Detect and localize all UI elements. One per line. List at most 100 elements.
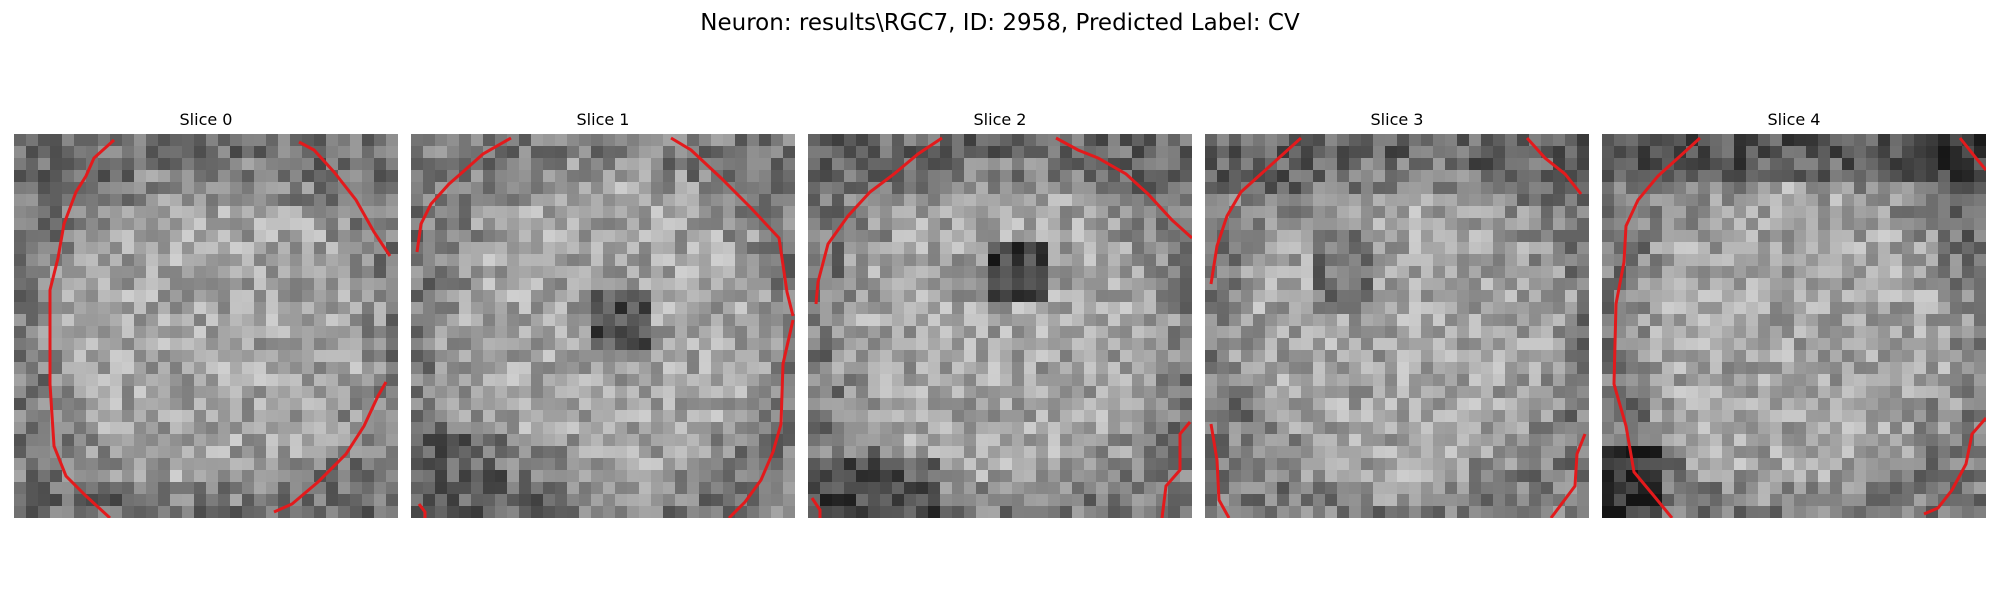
pixel-cell [302,482,314,494]
pixel-cell [1036,506,1048,518]
pixel-cell [495,158,507,170]
pixel-cell [1517,158,1529,170]
pixel-cell [567,182,579,194]
pixel-cell [1541,434,1553,446]
pixel-cell [98,350,110,362]
pixel-cell [783,218,795,230]
pixel-cell [1409,386,1421,398]
pixel-cell [495,374,507,386]
pixel-cell [326,134,338,146]
pixel-cell [1000,218,1012,230]
pixel-cell [1854,194,1866,206]
pixel-cell [302,446,314,458]
pixel-cell [1000,206,1012,218]
pixel-cell [1914,338,1926,350]
pixel-cell [1433,494,1445,506]
pixel-cell [1614,170,1626,182]
pixel-cell [1325,194,1337,206]
pixel-cell [1770,194,1782,206]
pixel-cell [591,374,603,386]
pixel-cell [1072,410,1084,422]
pixel-cell [182,422,194,434]
pixel-cell [1433,362,1445,374]
pixel-cell [483,206,495,218]
pixel-cell [314,134,326,146]
pixel-cell [928,242,940,254]
pixel-cell [579,374,591,386]
pixel-cell [1144,434,1156,446]
pixel-cell [1205,506,1217,518]
pixel-cell [1313,350,1325,362]
pixel-cell [1517,194,1529,206]
pixel-cell [735,218,747,230]
pixel-cell [1529,374,1541,386]
pixel-cell [495,218,507,230]
pixel-cell [1577,494,1589,506]
pixel-cell [735,242,747,254]
pixel-cell [1277,218,1289,230]
pixel-cell [639,494,651,506]
pixel-cell [98,458,110,470]
pixel-cell [1156,182,1168,194]
pixel-cell [808,230,820,242]
pixel-cell [38,362,50,374]
pixel-cell [531,506,543,518]
pixel-cell [627,482,639,494]
pixel-cell [1457,494,1469,506]
pixel-cell [940,302,952,314]
pixel-cell [1469,362,1481,374]
pixel-cell [1229,134,1241,146]
pixel-cell [326,242,338,254]
pixel-cell [1565,410,1577,422]
pixel-cell [26,410,38,422]
pixel-cell [1060,482,1072,494]
pixel-cell [1842,398,1854,410]
pixel-cell [988,458,1000,470]
pixel-cell [1277,398,1289,410]
pixel-cell [1565,362,1577,374]
pixel-cell [868,422,880,434]
pixel-cell [1277,482,1289,494]
pixel-cell [1469,278,1481,290]
pixel-cell [1000,290,1012,302]
pixel-cell [314,398,326,410]
pixel-cell [1433,458,1445,470]
pixel-cell [771,146,783,158]
pixel-cell [1746,350,1758,362]
pixel-cell [1397,278,1409,290]
pixel-cell [892,254,904,266]
pixel-cell [1457,422,1469,434]
pixel-cell [1337,386,1349,398]
pixel-cell [122,302,134,314]
pixel-cell [976,374,988,386]
pixel-cell [1674,302,1686,314]
pixel-cell [1529,470,1541,482]
pixel-cell [1072,158,1084,170]
pixel-cell [759,506,771,518]
pixel-cell [543,410,555,422]
pixel-cell [1289,362,1301,374]
pixel-cell [314,206,326,218]
pixel-cell [1818,422,1830,434]
pixel-cell [1794,434,1806,446]
pixel-cell [1818,182,1830,194]
pixel-cell [1734,350,1746,362]
pixel-cell [459,470,471,482]
pixel-cell [1541,218,1553,230]
pixel-cell [1072,434,1084,446]
pixel-cell [1253,290,1265,302]
pixel-cell [747,182,759,194]
pixel-cell [1914,374,1926,386]
pixel-cell [904,326,916,338]
pixel-cell [471,254,483,266]
pixel-cell [1638,386,1650,398]
pixel-cell [507,386,519,398]
pixel-cell [771,386,783,398]
pixel-cell [1517,434,1529,446]
pixel-cell [1024,194,1036,206]
pixel-cell [1794,374,1806,386]
pixel-cell [1469,494,1481,506]
pixel-cell [242,278,254,290]
pixel-cell [423,362,435,374]
pixel-cell [110,386,122,398]
